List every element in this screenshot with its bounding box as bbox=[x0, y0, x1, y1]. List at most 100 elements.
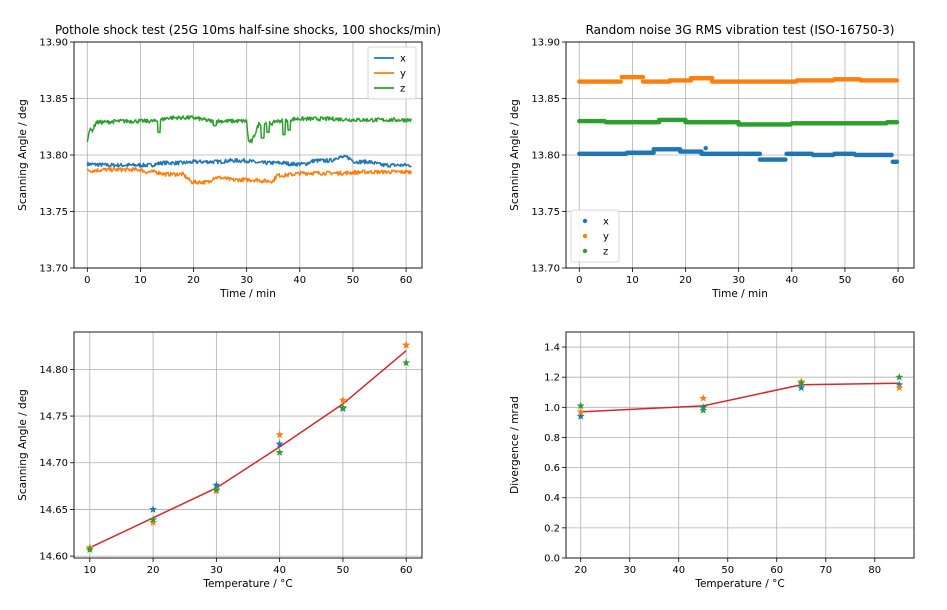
series-points-z bbox=[576, 373, 904, 414]
plot-area bbox=[86, 115, 412, 185]
y-tick-label: 14.75 bbox=[39, 412, 68, 423]
chart-1: 0 10 20 30 40 50 60 13.70 13.75 13.80 13.85 13.90Po… bbox=[17, 23, 441, 300]
data-point bbox=[703, 146, 708, 151]
star-marker bbox=[699, 394, 708, 402]
plot-area bbox=[85, 340, 411, 553]
data-point bbox=[894, 78, 900, 83]
legend: xyz bbox=[367, 46, 417, 100]
x-tick-label: 20 bbox=[187, 275, 200, 286]
legend-box bbox=[570, 209, 620, 263]
axes-frame bbox=[565, 331, 915, 559]
legend-label-y: y bbox=[400, 69, 406, 80]
x-tick-label: 70 bbox=[819, 565, 832, 576]
legend-label-y: y bbox=[603, 232, 609, 243]
data-point bbox=[757, 151, 763, 157]
y-tick-label: 14.65 bbox=[39, 505, 68, 516]
data-point bbox=[640, 74, 646, 80]
x-tick-label: 50 bbox=[839, 275, 852, 286]
fit-line bbox=[89, 350, 407, 549]
x-tick-label: 10 bbox=[83, 565, 96, 576]
axes-frame bbox=[73, 41, 423, 269]
star-marker bbox=[402, 340, 411, 349]
legend-label-x: x bbox=[603, 217, 609, 228]
x-tick-label: 40 bbox=[293, 275, 306, 286]
x-tick-label: 20 bbox=[574, 565, 587, 576]
grid-lines bbox=[566, 332, 914, 559]
y-axis-label: Scanning Angle / deg bbox=[509, 99, 521, 211]
legend-label-z: z bbox=[400, 84, 405, 95]
star-marker bbox=[275, 430, 284, 439]
y-tick-label: 0.4 bbox=[544, 493, 560, 504]
x-tick-label: 10 bbox=[134, 275, 147, 286]
x-tick-label: 50 bbox=[721, 565, 734, 576]
star-marker bbox=[212, 485, 221, 494]
data-point bbox=[709, 75, 715, 81]
y-axis-label: Scanning Angle / deg bbox=[17, 389, 29, 501]
y-tick-label: 0.0 bbox=[544, 554, 560, 565]
y-tick-label: 14.60 bbox=[39, 552, 68, 563]
y-tick-label: 13.90 bbox=[39, 38, 68, 49]
series-line-z bbox=[86, 115, 412, 144]
x-axis-label: Temperature / °C bbox=[694, 578, 784, 590]
fit-line bbox=[580, 382, 900, 413]
x-tick-label: 20 bbox=[147, 565, 160, 576]
chart-2: 0 10 20 30 40 50 60 13.70 13.75 13.80 13.85 13.90 Ra… bbox=[509, 23, 915, 300]
series-points-z bbox=[85, 358, 411, 553]
star-marker bbox=[149, 515, 158, 524]
y-tick-label: 13.85 bbox=[531, 94, 560, 105]
star-marker bbox=[85, 545, 94, 553]
x-axis-label: Time / min bbox=[711, 288, 768, 300]
x-tick-label: 50 bbox=[337, 565, 350, 576]
legend-swatch-z bbox=[582, 248, 588, 254]
star-marker bbox=[576, 412, 585, 420]
data-point bbox=[894, 159, 900, 164]
star-marker bbox=[699, 406, 708, 414]
y-tick-label: 14.80 bbox=[39, 365, 68, 376]
x-tick-label: 40 bbox=[672, 565, 685, 576]
x-tick-label: 60 bbox=[770, 565, 783, 576]
data-point bbox=[889, 152, 894, 158]
x-tick-label: 60 bbox=[892, 275, 905, 286]
star-marker bbox=[402, 358, 411, 367]
series-line-y bbox=[86, 166, 412, 185]
data-point bbox=[651, 150, 656, 155]
y-axis-label: Scanning Angle / deg bbox=[17, 99, 29, 211]
data-point bbox=[783, 157, 788, 162]
star-marker bbox=[797, 379, 806, 387]
series-points-x bbox=[576, 380, 904, 420]
y-tick-label: 13.70 bbox=[531, 264, 560, 275]
y-tick-label: 14.70 bbox=[39, 458, 68, 469]
star-marker bbox=[895, 373, 904, 381]
series-points-z bbox=[577, 117, 900, 127]
chart-title: Pothole shock test (25G 10ms half-sine s… bbox=[55, 23, 441, 37]
data-point bbox=[618, 79, 623, 84]
y-tick-label: 0.8 bbox=[544, 433, 560, 444]
x-axis-label: Temperature / °C bbox=[202, 578, 292, 590]
x-tick-label: 30 bbox=[210, 565, 223, 576]
y-tick-label: 0.6 bbox=[544, 463, 560, 474]
chart-4: 20 30 40 50 60 70 80 0.0 0.2 0.4 0.6 0.8 1.0 1.2 1.4 Te… bbox=[509, 331, 915, 590]
x-tick-label: 40 bbox=[785, 275, 798, 286]
series-points-y bbox=[577, 74, 900, 84]
legend-swatch-y bbox=[582, 233, 588, 239]
y-tick-label: 1.0 bbox=[544, 403, 560, 414]
star-marker bbox=[275, 448, 284, 456]
grid-lines bbox=[74, 332, 422, 558]
y-tick-label: 13.75 bbox=[39, 207, 68, 218]
x-tick-label: 40 bbox=[273, 565, 286, 576]
y-axis-label: Divergence / mrad bbox=[509, 396, 521, 494]
x-tick-label: 30 bbox=[240, 275, 253, 286]
plot-area bbox=[577, 74, 900, 164]
y-tick-label: 13.85 bbox=[39, 94, 68, 105]
series-points-y bbox=[85, 340, 411, 552]
x-tick-label: 50 bbox=[347, 275, 360, 286]
legend-swatch-x bbox=[582, 218, 588, 224]
y-tick-label: 13.80 bbox=[531, 151, 560, 162]
x-tick-label: 30 bbox=[623, 565, 636, 576]
y-tick-label: 13.70 bbox=[39, 264, 68, 275]
legend-label-x: x bbox=[400, 54, 406, 65]
star-marker bbox=[275, 439, 284, 448]
chart-title: Random noise 3G RMS vibration test (ISO-… bbox=[586, 23, 895, 37]
y-tick-label: 0.2 bbox=[544, 523, 560, 534]
